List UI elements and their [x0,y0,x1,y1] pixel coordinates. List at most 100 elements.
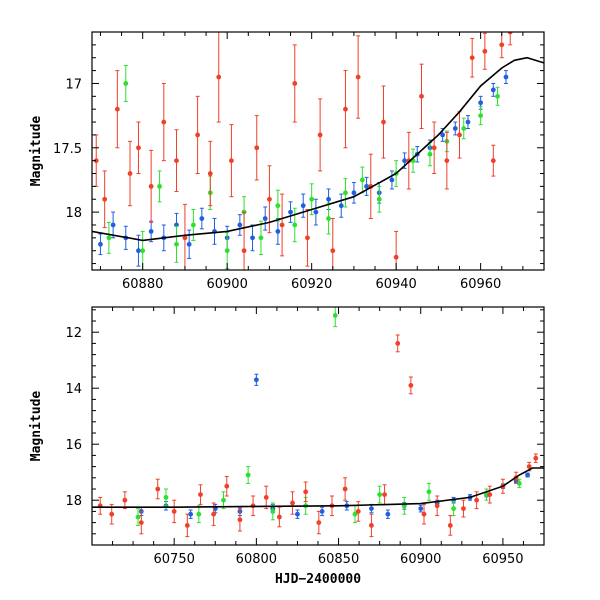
data-point-red [393,254,399,260]
data-point-red [355,74,361,80]
plot-area [92,32,544,270]
data-point-green [309,196,315,202]
data-point-red [198,492,203,497]
data-point-green [157,183,162,189]
data-point-blue [188,511,194,517]
data-point-red [330,248,336,254]
x-tick-label: 60940 [375,277,416,292]
x-tick-label: 60950 [482,552,523,567]
x-axis-label: HJD−2400000 [275,572,361,587]
x-tick-label: 60850 [318,552,359,567]
data-point-blue [440,132,446,138]
data-point-red [431,145,437,151]
data-point-red [316,520,322,525]
data-point-blue [136,248,141,254]
data-point-green [196,511,202,517]
data-point-green [352,511,358,517]
data-point-red [381,119,386,125]
data-point-red [109,511,115,517]
data-point-red [127,171,133,176]
data-point-blue [402,158,407,164]
data-point-green [258,235,264,241]
y-tick-label: 17 [65,77,82,92]
data-point-red [355,509,361,514]
data-point-blue [98,241,103,247]
data-point-red [102,196,108,202]
data-point-blue [148,229,154,234]
data-point-blue [295,511,300,517]
y-tick-label: 18 [65,494,82,509]
data-point-green [123,81,129,86]
plot-area [92,307,544,538]
data-point-red [408,383,414,388]
data-point-red [136,145,141,151]
plot-frame [91,306,545,546]
data-point-green [376,196,382,202]
data-point-green [140,248,146,254]
data-point-green [174,241,179,247]
data-point-blue [389,177,395,183]
data-point-red [482,48,488,54]
data-point-red [148,183,154,189]
data-point-red [224,483,230,489]
data-point-green [377,492,383,497]
data-point-blue [465,119,471,125]
data-point-red [457,132,462,138]
data-point-red [305,235,310,241]
data-point-green [516,481,522,486]
data-point-green [495,93,500,99]
x-tick-label: 60900 [206,277,247,292]
data-point-red [490,158,496,164]
data-point-red [461,506,466,511]
data-point-red [369,523,374,528]
data-point-blue [326,196,331,202]
data-point-blue [253,377,259,383]
data-point-red [421,511,427,517]
data-point-red [216,74,222,80]
data-point-red [195,132,201,138]
data-point-green [245,472,251,478]
series-red [93,32,513,270]
data-point-red [499,42,505,48]
y-axis-label: Magnitude [29,116,44,187]
data-point-red [395,341,401,346]
data-point-blue [237,222,243,228]
data-point-green [451,506,456,511]
data-point-blue [262,216,268,221]
data-point-red [229,158,234,164]
data-point-red [447,523,453,528]
data-point-blue [452,126,458,131]
data-point-red [184,523,190,528]
data-point-red [317,132,323,138]
data-point-red [279,222,285,228]
data-point-red [114,106,120,112]
data-point-green [224,248,230,254]
y-axis-label: Magnitude [29,391,44,462]
data-point-green [461,126,467,131]
model-curve [92,56,544,242]
plot-frame [91,31,545,271]
y-tick-label: 16 [65,438,82,453]
data-point-red [211,511,217,517]
data-point-red [237,517,243,523]
data-point-red [155,486,161,492]
data-point-red [122,497,128,503]
data-point-red [174,158,179,164]
data-point-blue [525,472,530,478]
data-point-red [254,145,260,151]
data-point-red [292,81,298,86]
data-point-red [267,196,272,202]
y-tick-label: 17.5 [53,142,82,157]
data-point-green [484,492,489,497]
data-point-green [332,313,338,318]
data-point-red [182,235,188,241]
model-curve [92,467,544,508]
data-point-red [303,489,309,495]
data-point-red [342,486,348,492]
data-point-blue [369,506,374,511]
x-tick-label: 60750 [154,552,195,567]
data-point-blue [364,183,369,189]
data-point-red [241,248,247,254]
data-point-red [207,171,213,176]
data-point-blue [418,506,424,511]
